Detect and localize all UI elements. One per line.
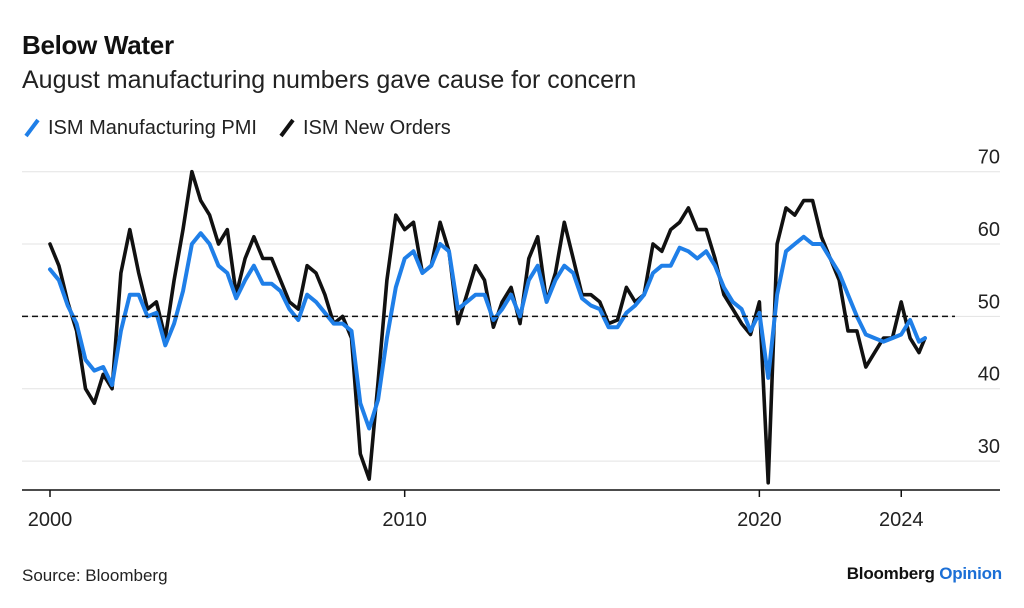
y-tick-label: 70	[978, 147, 1000, 169]
y-tick-label: 50	[978, 291, 1000, 313]
legend-label-pmi: ISM Manufacturing PMI	[48, 116, 257, 139]
x-tick-label: 2020	[737, 509, 782, 531]
brand-accent: Opinion	[939, 564, 1002, 583]
legend-item-pmi: ISM Manufacturing PMI	[22, 116, 257, 140]
y-tick-label: 40	[978, 364, 1000, 386]
chart-title: Below Water	[22, 30, 174, 60]
legend-swatch-new-orders	[279, 118, 295, 138]
legend: ISM Manufacturing PMI ISM New Orders	[22, 116, 471, 140]
x-tick-label: 2010	[382, 509, 427, 531]
axes: 30 40 50 60 70 2000 2010 2020 2024	[22, 147, 1000, 531]
y-tick-label: 60	[978, 219, 1000, 241]
legend-swatch-pmi	[24, 118, 40, 138]
series-line-new-orders	[48, 169, 927, 485]
brand-name: Bloomberg	[846, 564, 935, 583]
series-lines	[48, 169, 927, 485]
legend-label-new-orders: ISM New Orders	[302, 116, 451, 139]
series-line-pmi	[48, 231, 927, 431]
x-tick-label: 2000	[28, 509, 73, 531]
legend-item-new-orders: ISM New Orders	[277, 116, 451, 140]
chart-subtitle: August manufacturing numbers gave cause …	[22, 66, 637, 94]
x-tick-label: 2024	[879, 509, 924, 531]
source-note: Source: Bloomberg	[22, 566, 168, 585]
brand-logo: Bloomberg Opinion	[847, 564, 1002, 584]
y-tick-label: 30	[978, 436, 1000, 458]
